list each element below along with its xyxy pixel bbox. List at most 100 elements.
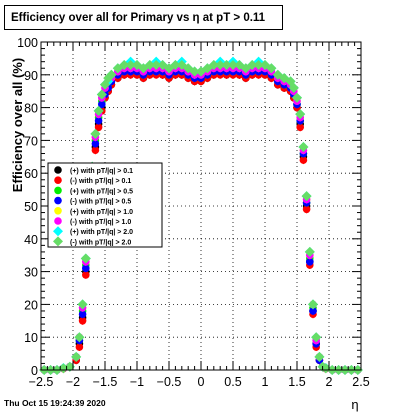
y-tick-label: 90 [24,69,38,83]
data-point [164,63,174,74]
x-tick-label: 2.5 [352,375,369,389]
data-point [228,59,238,70]
data-point [94,123,103,132]
y-tick-label: 10 [24,331,38,345]
data-point [304,246,315,257]
data-point [151,59,162,70]
legend-marker [53,226,63,237]
data-point [301,191,312,202]
data-point [74,332,85,343]
data-point [240,63,251,74]
data-point [96,89,107,100]
data-point [90,128,101,139]
data-point [299,156,308,164]
legend-entry: (-) with pT/|q| > 0.5 [70,199,131,206]
y-tick-label: 40 [24,233,38,247]
chart-title: Efficiency over all for Primary vs η at … [4,5,283,30]
data-point [247,59,258,70]
data-point [78,310,87,319]
data-point [78,317,87,325]
y-tick-labels: 0 10 20 30 40 50 60 70 80 90 100 [17,36,38,378]
x-tick-label: −2 [66,375,80,389]
x-tick-label: −0.5 [157,375,182,389]
legend-entry: (+) with pT/|q| > 2.0 [70,229,133,236]
x-tick-label: −1 [130,375,144,389]
data-point [125,59,136,70]
legend-entry: (+) with pT/|q| > 0.5 [70,188,133,195]
x-axis-label: η [351,397,358,412]
legend-entry: (-) with pT/|q| > 0.1 [70,178,131,185]
data-point [91,146,100,155]
chart-title-text: Efficiency over all for Primary vs η at … [11,11,266,24]
data-point [93,105,104,116]
data-point [98,100,106,109]
data-point [314,351,325,362]
data-point [202,63,213,74]
series-8 [39,59,363,375]
data-point [119,59,130,70]
legend-entry: (+) with pT/|q| > 0.1 [70,168,133,175]
data-point [306,257,314,266]
y-tick-label: 20 [24,298,38,312]
x-tick-label: −1.5 [93,375,118,389]
y-tick-label: 60 [24,167,38,181]
x-tick-label: 0 [198,375,205,389]
data-point [170,59,181,70]
data-point [138,63,149,74]
data-point [77,299,88,310]
timestamp: Thu Oct 15 19:24:39 2020 [4,398,106,408]
data-point [64,361,75,372]
y-tick-label: 70 [24,134,38,148]
data-point [189,66,200,77]
legend-marker [54,217,62,225]
x-tick-label: 1 [262,375,269,389]
data-markers [39,56,363,375]
data-point [311,332,322,343]
data-point [308,299,318,310]
data-point [298,141,309,152]
data-point [295,109,306,120]
legend-box [47,162,163,248]
x-tick-label: 2 [326,375,333,389]
legend: (+) with pT/|q| > 0.1 (-) with pT/|q| > 0… [47,162,163,248]
legend-marker [54,186,62,195]
data-point [215,59,226,70]
data-point [208,59,219,70]
x-tick-label: 0.5 [224,375,241,389]
legend-marker [54,166,62,174]
legend-entry: (+) with pT/|q| > 1.0 [70,209,133,216]
data-point [302,205,311,214]
x-tick-labels: −2.5 −2 −1.5 −1 −0.5 0 0.5 1 1.5 2 2.5 [29,375,370,389]
legend-marker [53,236,63,247]
legend-marker [54,196,62,205]
data-point [106,69,117,80]
data-point [75,343,84,351]
data-point [253,59,264,70]
axis-ticks [40,41,362,371]
data-point [91,139,100,148]
legend-marker [54,176,62,184]
data-point [309,307,317,315]
data-point [266,63,277,74]
data-point [82,264,90,273]
x-tick-label: −2.5 [29,375,54,389]
data-point [94,116,103,125]
data-point [144,59,155,70]
y-axis-label: Efficiency over all (%) [10,58,25,192]
data-point [80,253,91,264]
x-tick-label: 1.5 [288,375,305,389]
data-point [292,92,302,103]
legend-entry: (-) with pT/|q| > 2.0 [70,239,131,246]
legend-marker [54,207,62,215]
y-tick-label: 50 [24,200,38,214]
y-tick-label: 0 [31,364,38,378]
y-tick-label: 30 [24,266,38,280]
legend-entry: (-) with pT/|q| > 1.0 [70,219,131,226]
data-point [82,271,90,279]
data-point [221,59,232,70]
data-point [71,351,82,362]
data-point [288,82,299,93]
data-point [112,63,123,74]
y-tick-label: 80 [24,102,38,116]
